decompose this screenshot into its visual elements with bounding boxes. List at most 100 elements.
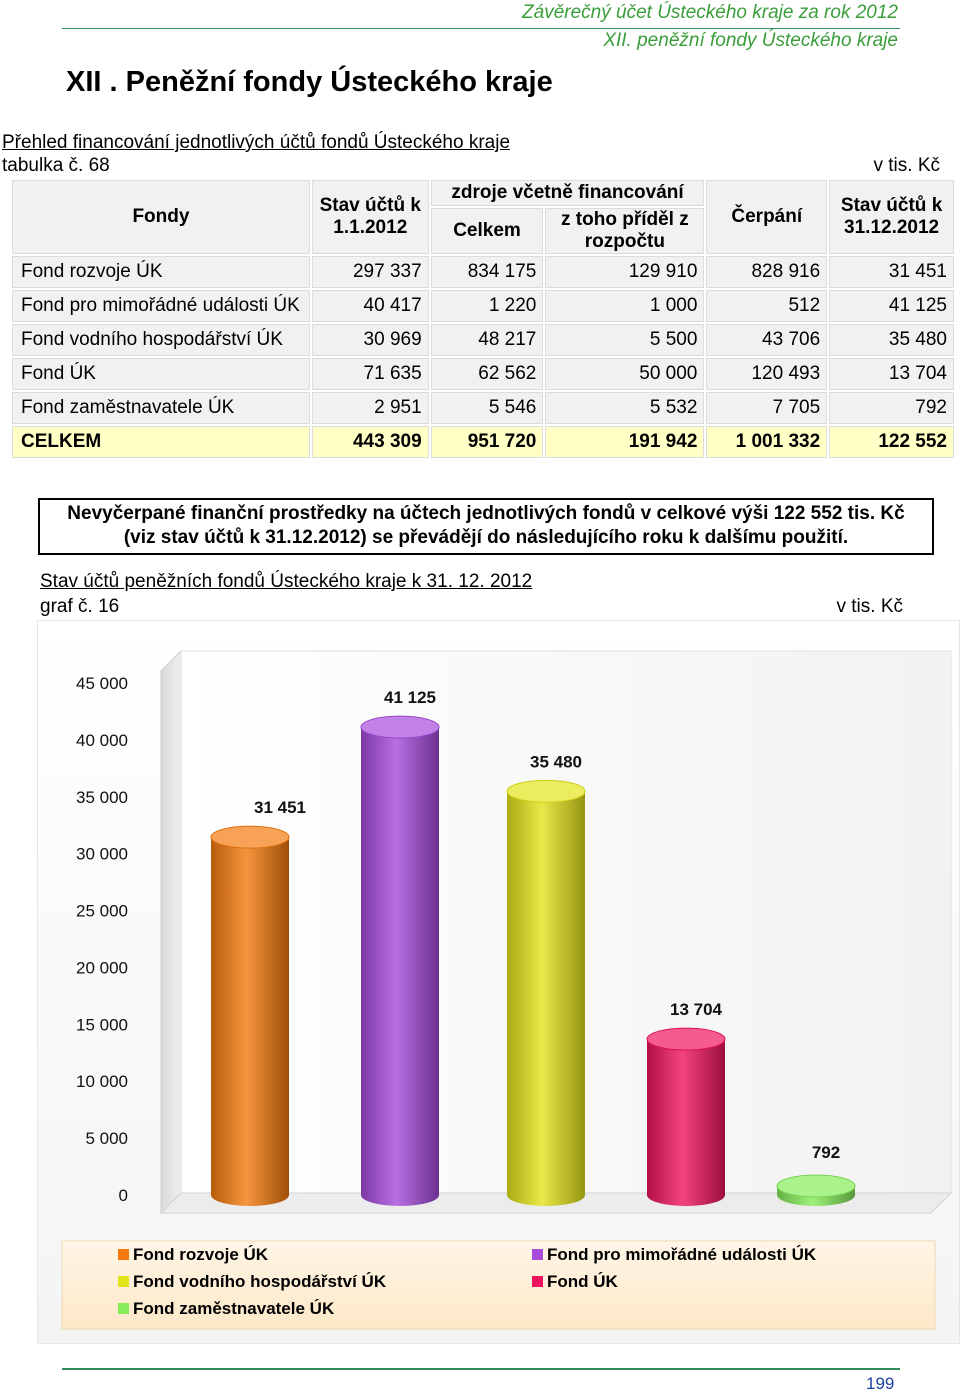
cell-stav-start: 2 951	[311, 392, 429, 424]
header-rule	[62, 28, 900, 29]
header-celkem: Celkem	[430, 208, 544, 254]
cell-stav-end: 13 704	[829, 358, 954, 390]
legend-item: Fond vodního hospodářství ÚK	[118, 1272, 386, 1292]
legend-item: Fond zaměstnavatele ÚK	[118, 1299, 334, 1319]
bar-top	[776, 1174, 856, 1198]
y-tick-label: 25 000	[76, 902, 128, 921]
total-stav-start: 443 309	[311, 426, 429, 458]
bar-4: 13 704	[646, 1000, 726, 1206]
y-tick-label: 40 000	[76, 731, 128, 750]
table-row: Fond rozvoje ÚK 297 337 834 175 129 910 …	[12, 256, 954, 288]
table-row: Fond vodního hospodářství ÚK 30 969 48 2…	[12, 324, 954, 356]
chart-side-wall	[160, 649, 182, 1215]
bar-body	[507, 791, 585, 1206]
table-row: Fond zaměstnavatele ÚK 2 951 5 546 5 532…	[12, 392, 954, 424]
cell-stav-end: 31 451	[829, 256, 954, 288]
cell-pridel: 50 000	[545, 358, 705, 390]
bar-chart: 0 5 000 10 000 15 000 20 000 25 000 30 000 35 0…	[61, 649, 953, 1330]
bar-top	[210, 825, 290, 849]
total-cerpani: 1 001 332	[706, 426, 828, 458]
table-row: Fond pro mimořádné události ÚK 40 417 1 …	[12, 290, 954, 322]
legend-item: Fond pro mimořádné události ÚK	[532, 1245, 816, 1265]
header-stav-end: Stav účtů k 31.12.2012	[829, 180, 954, 254]
legend-item: Fond rozvoje ÚK	[118, 1245, 268, 1265]
y-tick-label: 10 000	[76, 1072, 128, 1091]
legend-label: Fond pro mimořádné události ÚK	[547, 1245, 817, 1264]
cell-cerpani: 512	[706, 290, 828, 322]
header-fondy: Fondy	[12, 180, 310, 254]
row-name: Fond rozvoje ÚK	[12, 256, 310, 288]
table-header-row: Fondy Stav účtů k 1.1.2012 zdroje včetně…	[12, 180, 954, 254]
bar-3: 35 480	[506, 752, 586, 1206]
y-tick-label: 0	[119, 1186, 128, 1205]
legend-label: Fond rozvoje ÚK	[133, 1245, 269, 1264]
row-name: Fond ÚK	[12, 358, 310, 390]
y-tick-label: 5 000	[85, 1129, 128, 1148]
header-cerpani: Čerpání	[706, 180, 828, 254]
y-tick-label: 45 000	[76, 674, 128, 693]
cell-celkem: 62 562	[430, 358, 544, 390]
header-stav-start: Stav účtů k 1.1.2012	[311, 180, 429, 254]
total-pridel: 191 942	[545, 426, 705, 458]
chart-label: graf č. 16	[40, 596, 120, 617]
data-label: 35 480	[530, 752, 582, 771]
cell-stav-end: 35 480	[829, 324, 954, 356]
cell-stav-end: 41 125	[829, 290, 954, 322]
header-z-toho: z toho příděl z rozpočtu	[545, 208, 705, 254]
data-label: 792	[812, 1143, 840, 1162]
footer-rule	[62, 1368, 900, 1370]
section-title: Přehled financování jednotlivých účtů fo…	[2, 132, 511, 153]
bar-top	[360, 715, 440, 739]
total-name: CELKEM	[12, 426, 310, 458]
y-tick-label: 30 000	[76, 845, 128, 864]
table-unit: v tis. Kč	[873, 155, 940, 176]
cell-celkem: 1 220	[430, 290, 544, 322]
table-total-row: CELKEM 443 309 951 720 191 942 1 001 332…	[12, 426, 954, 458]
bar-body	[361, 727, 439, 1206]
note-line-1: Nevyčerpané finanční prostředky na účtec…	[67, 503, 905, 524]
funds-table: Fondy Stav účtů k 1.1.2012 zdroje včetně…	[10, 178, 956, 460]
cell-celkem: 834 175	[430, 256, 544, 288]
cell-stav-start: 40 417	[311, 290, 429, 322]
y-tick-label: 20 000	[76, 958, 128, 977]
legend-item: Fond ÚK	[532, 1272, 618, 1292]
cell-stav-end: 792	[829, 392, 954, 424]
row-name: Fond pro mimořádné události ÚK	[12, 290, 310, 322]
table-row: Fond ÚK 71 635 62 562 50 000 120 493 13 …	[12, 358, 954, 390]
cell-celkem: 48 217	[430, 324, 544, 356]
cell-stav-start: 30 969	[311, 324, 429, 356]
cell-pridel: 5 500	[545, 324, 705, 356]
legend-swatch	[532, 1249, 543, 1260]
chapter-title: XII . Peněžní fondy Ústeckého kraje	[66, 66, 553, 98]
cell-stav-start: 71 635	[311, 358, 429, 390]
header-zdroje: zdroje včetně financování	[430, 180, 705, 206]
y-tick-label: 15 000	[76, 1015, 128, 1034]
legend-swatch	[118, 1276, 129, 1287]
cell-celkem: 5 546	[430, 392, 544, 424]
cell-stav-start: 297 337	[311, 256, 429, 288]
row-name: Fond vodního hospodářství ÚK	[12, 324, 310, 356]
carryover-note: Nevyčerpané finanční prostředky na účtec…	[38, 498, 934, 555]
total-stav-end: 122 552	[829, 426, 954, 458]
legend-swatch	[118, 1303, 129, 1314]
table-label: tabulka č. 68	[2, 155, 110, 176]
legend-swatch	[532, 1276, 543, 1287]
legend-label: Fond zaměstnavatele ÚK	[133, 1299, 335, 1318]
chart-unit: v tis. Kč	[836, 596, 903, 617]
cell-cerpani: 120 493	[706, 358, 828, 390]
legend-panel	[61, 1240, 936, 1330]
bar-5: 792	[776, 1143, 856, 1206]
note-line-2: (viz stav účtů k 31.12.2012) se převáděj…	[123, 527, 849, 548]
bar-body	[647, 1039, 725, 1206]
bar-top	[646, 1027, 726, 1051]
cell-cerpani: 828 916	[706, 256, 828, 288]
row-name: Fond zaměstnavatele ÚK	[12, 392, 310, 424]
bar-body	[211, 837, 289, 1206]
chart-area: 0 5 000 10 000 15 000 20 000 25 000 30 000 35 0…	[37, 620, 960, 1344]
bar-2: 41 125	[360, 688, 440, 1206]
bar-1: 31 451	[210, 798, 306, 1206]
legend-swatch	[118, 1249, 129, 1260]
header-line-1: Závěrečný účet Ústeckého kraje za rok 20…	[522, 2, 898, 23]
cell-pridel: 1 000	[545, 290, 705, 322]
data-label: 13 704	[670, 1000, 723, 1019]
